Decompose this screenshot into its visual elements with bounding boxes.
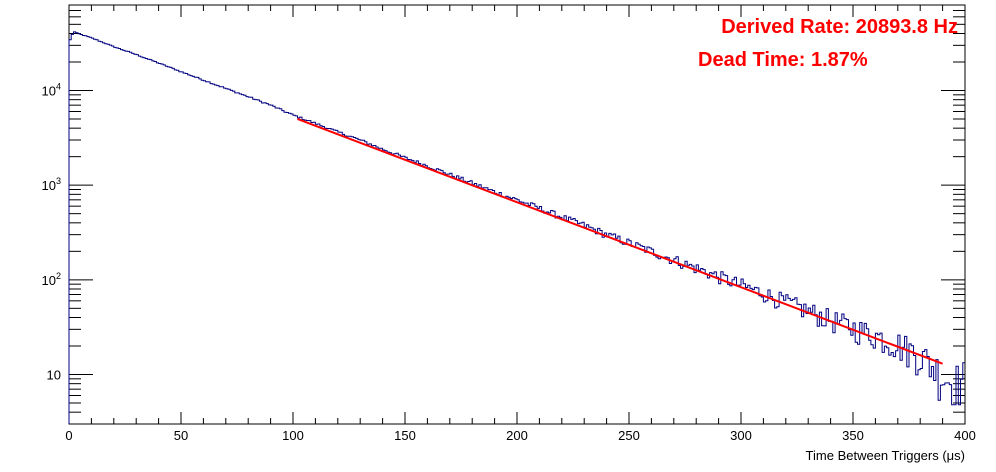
x-axis-tick-labels: 0 50 100 150 200 250 300 350 400 xyxy=(65,428,975,443)
derived-rate-annotation: Derived Rate: 20893.8 Hz xyxy=(721,16,958,38)
x-tick-label: 0 xyxy=(65,428,72,443)
x-tick-label: 100 xyxy=(282,428,304,443)
y-axis-tick-labels: 10 102 103 104 xyxy=(42,81,61,382)
series-layer xyxy=(68,31,965,424)
x-tick-label: 200 xyxy=(506,428,528,443)
y-tick-label: 103 xyxy=(42,176,61,193)
x-tick-label: 250 xyxy=(618,428,640,443)
y-tick-label: 104 xyxy=(42,81,61,98)
x-tick-label: 50 xyxy=(174,428,188,443)
x-tick-label: 150 xyxy=(394,428,416,443)
y-tick-label: 10 xyxy=(47,367,61,382)
y-tick-label: 102 xyxy=(42,271,61,288)
y-axis-ticks xyxy=(69,4,965,425)
histogram-series xyxy=(68,31,965,424)
dead-time-annotation: Dead Time: 1.87% xyxy=(698,49,868,71)
fit-line xyxy=(297,118,943,365)
x-tick-label: 400 xyxy=(954,428,976,443)
x-tick-label: 350 xyxy=(842,428,864,443)
x-tick-label: 300 xyxy=(730,428,752,443)
x-axis-title: Time Between Triggers (μs) xyxy=(806,448,965,463)
